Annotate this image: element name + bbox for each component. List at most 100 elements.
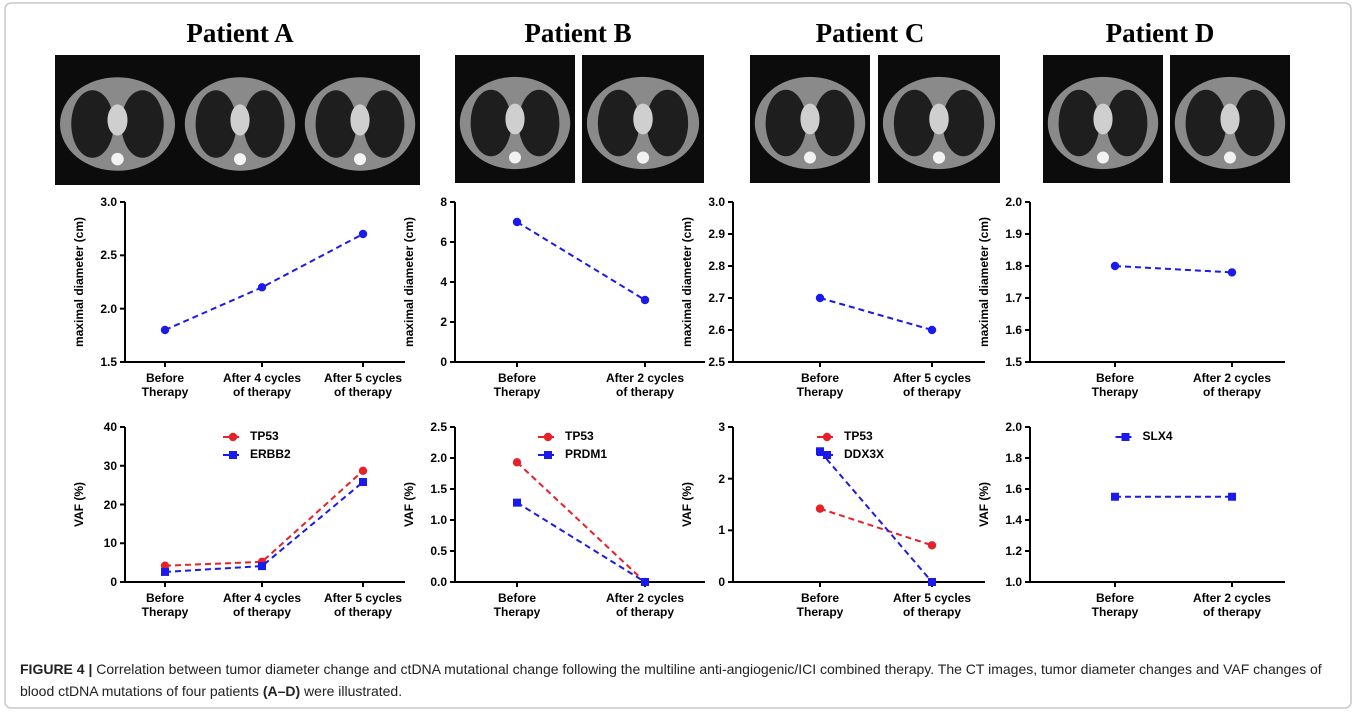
x-tick-label: After 2 cycles of therapy xyxy=(1193,591,1271,619)
y-tick-label: 0.0 xyxy=(430,575,447,589)
x-tick-label: After 5 cycles of therapy xyxy=(324,371,402,399)
legend-label: TP53 xyxy=(565,429,594,443)
legend-label: TP53 xyxy=(250,429,279,443)
ct-spine xyxy=(637,151,649,163)
series-line xyxy=(517,222,645,300)
y-axis-title: maximal diameter (cm) xyxy=(977,217,991,347)
y-tick-label: 2.0 xyxy=(100,302,117,316)
y-tick-label: 2.0 xyxy=(1005,420,1022,434)
ct-spine xyxy=(234,153,246,165)
y-tick-label: 10 xyxy=(104,536,117,550)
marker xyxy=(161,568,169,576)
marker xyxy=(1228,268,1236,276)
y-tick-label: 30 xyxy=(104,459,117,473)
y-tick-label: 2.5 xyxy=(430,420,447,434)
ct-spine xyxy=(1224,152,1236,164)
y-tick-label: 1.2 xyxy=(1005,544,1022,558)
y-tick-label: 1.8 xyxy=(1005,259,1022,273)
x-tick-label: After 4 cycles of therapy xyxy=(223,591,301,619)
ct-heart xyxy=(505,104,524,135)
x-tick-label: After 2 cycles of therapy xyxy=(606,591,684,619)
marker xyxy=(513,218,521,226)
marker xyxy=(359,230,367,238)
y-tick-label: 2 xyxy=(440,315,447,329)
caption-label: FIGURE 4 | xyxy=(20,661,92,677)
ct-lung xyxy=(1107,90,1148,157)
y-tick-label: 2.7 xyxy=(708,291,725,305)
caption-bold: (A–D) xyxy=(263,683,300,699)
legend-label: ERBB2 xyxy=(250,447,291,461)
panel-title: Patient A xyxy=(186,18,294,48)
marker xyxy=(1111,493,1119,501)
ct-lung xyxy=(71,90,114,158)
y-tick-label: 1.7 xyxy=(1005,291,1022,305)
marker xyxy=(258,562,266,570)
legend-label: PRDM1 xyxy=(565,447,607,461)
series-line xyxy=(1115,266,1232,272)
marker xyxy=(928,578,936,586)
x-tick-label: After 4 cycles of therapy xyxy=(223,371,301,399)
panel-title: Patient B xyxy=(524,18,631,48)
y-tick-label: 40 xyxy=(104,420,117,434)
marker xyxy=(641,296,649,304)
x-tick-label: After 2 cycles of therapy xyxy=(1193,371,1271,399)
ct-heart xyxy=(350,104,369,135)
series-line xyxy=(165,234,363,330)
ct-spine xyxy=(1097,152,1109,164)
y-tick-label: 2.8 xyxy=(708,259,725,273)
y-tick-label: 1.5 xyxy=(430,482,447,496)
ct-spine xyxy=(509,152,521,164)
marker xyxy=(1111,262,1119,270)
ct-heart xyxy=(230,104,249,135)
marker xyxy=(641,578,649,586)
ct-heart xyxy=(633,104,653,135)
y-tick-label: 8 xyxy=(440,195,447,209)
legend-label: SLX4 xyxy=(1143,429,1173,443)
y-axis-title: VAF (%) xyxy=(680,482,694,527)
marker xyxy=(229,451,237,459)
ct-lung xyxy=(364,90,405,158)
ct-lung xyxy=(894,90,935,157)
y-tick-label: 2.0 xyxy=(430,451,447,465)
series-line xyxy=(165,471,363,566)
series-line xyxy=(517,462,645,582)
panel-title: Patient C xyxy=(816,18,925,48)
y-tick-label: 1.0 xyxy=(1005,575,1022,589)
y-tick-label: 20 xyxy=(104,498,117,512)
marker xyxy=(513,458,521,466)
y-tick-label: 3.0 xyxy=(100,195,117,209)
ct-heart xyxy=(1093,104,1112,135)
y-tick-label: 1.6 xyxy=(1005,323,1022,337)
ct-lung xyxy=(196,90,237,158)
marker xyxy=(258,283,266,291)
ct-lung xyxy=(1234,90,1275,157)
marker xyxy=(823,433,831,441)
y-tick-label: 6 xyxy=(440,235,447,249)
y-tick-label: 2.9 xyxy=(708,227,725,241)
x-tick-label: Before Therapy xyxy=(142,371,189,399)
y-axis-title: VAF (%) xyxy=(977,482,991,527)
x-tick-label: After 2 cycles of therapy xyxy=(606,371,684,399)
ct-spine xyxy=(111,153,124,166)
y-tick-label: 1.5 xyxy=(100,355,117,369)
y-tick-label: 2.5 xyxy=(100,248,117,262)
caption-text: Correlation between tumor diameter chang… xyxy=(20,661,1322,699)
marker xyxy=(1228,493,1236,501)
marker xyxy=(359,467,367,475)
y-axis-title: VAF (%) xyxy=(72,482,86,527)
ct-heart xyxy=(108,104,128,135)
y-tick-label: 0.5 xyxy=(430,544,447,558)
y-tick-label: 1.0 xyxy=(430,513,447,527)
x-tick-label: After 5 cycles of therapy xyxy=(324,591,402,619)
ct-lung xyxy=(647,90,688,157)
y-tick-label: 1 xyxy=(718,523,725,537)
y-tick-label: 1.6 xyxy=(1005,482,1022,496)
y-tick-label: 2.6 xyxy=(708,323,725,337)
y-tick-label: 2.0 xyxy=(1005,195,1022,209)
legend-label: TP53 xyxy=(844,429,873,443)
y-tick-label: 1.8 xyxy=(1005,451,1022,465)
figure-page: Patient APatient BPatient CPatient Dmaxi… xyxy=(0,0,1357,712)
ct-lung xyxy=(244,90,285,158)
ct-lung xyxy=(316,90,357,158)
y-axis-title: maximal diameter (cm) xyxy=(402,217,416,347)
